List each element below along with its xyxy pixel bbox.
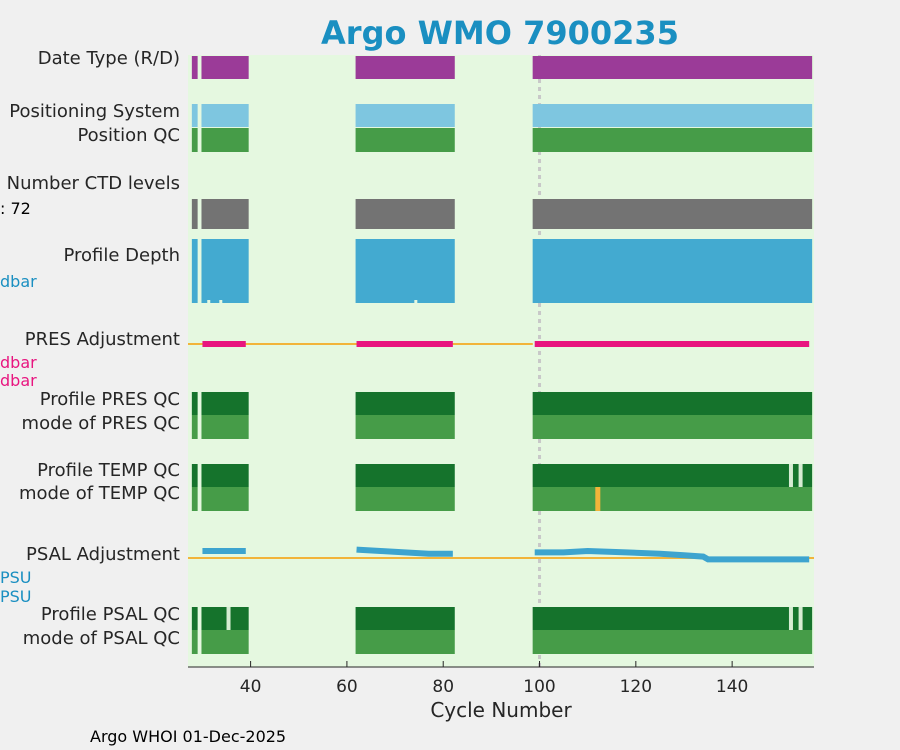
row-label-1: Positioning System xyxy=(9,101,180,122)
chart-title: Argo WMO 7900235 xyxy=(321,14,679,52)
psal-adj-line-2 xyxy=(534,547,810,563)
bar-row9-seg2 xyxy=(355,464,455,487)
bar-row12-top xyxy=(532,607,813,630)
bar-row13-seg0 xyxy=(191,630,198,654)
row-label-7: mode of PRES QC xyxy=(22,413,180,434)
bar-row10-top xyxy=(532,487,813,511)
temp-mode-flag-top xyxy=(595,487,601,511)
x-axis-ticks: 40 60 80 100 120 140 xyxy=(240,661,748,697)
bar-row4-top xyxy=(532,199,813,229)
row-label-2: Position QC xyxy=(77,125,180,146)
bar-row8-seg0 xyxy=(191,415,198,439)
bar-row12-seg2 xyxy=(355,607,455,630)
bar-row13-seg1 xyxy=(201,630,249,654)
row-label-4: Profile Depth xyxy=(63,245,180,266)
depth-notch-2-74 xyxy=(414,300,418,303)
bar-row7-seg2 xyxy=(355,392,455,415)
row-sub2-5: dbar xyxy=(0,371,37,390)
bar-row7-seg0 xyxy=(191,392,198,415)
row-sub-5: dbar xyxy=(0,353,37,372)
row-label-12: mode of PSAL QC xyxy=(23,628,180,649)
bar-row2-seg0 xyxy=(191,128,198,152)
footer-text: Argo WHOI 01-Dec-2025 xyxy=(90,727,286,746)
bar-row9-top xyxy=(532,464,813,487)
x-axis-label: Cycle Number xyxy=(430,698,572,722)
bar-row2-top xyxy=(532,128,813,152)
row-label-6: Profile PRES QC xyxy=(40,389,180,410)
row-label-0: Date Type (R/D) xyxy=(38,48,180,69)
bar-row13-top xyxy=(532,630,813,654)
bar-row0-seg2 xyxy=(355,56,455,79)
bar-row5-seg1 xyxy=(201,239,249,303)
bar-row7-top xyxy=(532,392,813,415)
bar-row12-seg0 xyxy=(191,607,198,630)
bar-row12-seg1 xyxy=(201,607,249,630)
row-label-11: Profile PSAL QC xyxy=(41,604,180,625)
bar-row8-seg1 xyxy=(201,415,249,439)
bar-row5-seg0 xyxy=(191,239,198,303)
x-tick-label-40: 40 xyxy=(240,677,262,697)
bar-row1-seg1 xyxy=(201,104,249,127)
bar-row4-seg0 xyxy=(191,199,198,229)
x-tick-label-120: 120 xyxy=(620,677,652,697)
row-label-5: PRES Adjustment xyxy=(25,329,180,350)
bar-row7-seg1 xyxy=(201,392,249,415)
row-labels: Date Type (R/D) Positioning System Positio… xyxy=(0,48,180,649)
bar-row0-seg0 xyxy=(191,56,198,79)
bar-row10-seg1 xyxy=(201,487,249,511)
x-tick-label-60: 60 xyxy=(336,677,358,697)
bar-row1-seg2 xyxy=(355,104,455,127)
bar-row9-seg1 xyxy=(201,464,249,487)
psal-qc-gap-top-0 xyxy=(788,607,793,630)
temp-qc-gap-top-0 xyxy=(788,464,793,487)
bar-row9-seg0 xyxy=(191,464,198,487)
temp-qc-gap-top-1 xyxy=(798,464,803,487)
row-sub2-10: PSU xyxy=(0,587,32,606)
row-label-3: Number CTD levels xyxy=(7,173,180,194)
bar-row8-seg2 xyxy=(355,415,455,439)
row-label-10: PSAL Adjustment xyxy=(26,544,180,565)
depth-notch-1-40 xyxy=(250,300,254,303)
row-sub-4: dbar xyxy=(0,272,37,291)
depth-notch-0-33.5 xyxy=(219,300,223,303)
x-tick-label-80: 80 xyxy=(432,677,454,697)
bar-row10-seg2 xyxy=(355,487,455,511)
bar-row5-top xyxy=(532,239,813,303)
x-tick-label-100: 100 xyxy=(523,677,555,697)
plot-area xyxy=(188,55,814,667)
bar-row0-top xyxy=(532,56,813,79)
bar-row1-seg0 xyxy=(191,104,198,127)
bar-row2-seg2 xyxy=(355,128,455,152)
depth-notch-0-31 xyxy=(207,300,211,303)
psal-qc-gap-0 xyxy=(226,607,231,630)
bar-row0-seg1 xyxy=(201,56,249,79)
row-sub-3: : 72 xyxy=(0,199,31,218)
chart-marks xyxy=(188,55,814,667)
bar-row2-seg1 xyxy=(201,128,249,152)
bar-row5-seg2 xyxy=(355,239,455,303)
row-sub-10: PSU xyxy=(0,568,32,587)
bar-row13-seg2 xyxy=(355,630,455,654)
row-label-8: Profile TEMP QC xyxy=(37,460,180,481)
row-label-9: mode of TEMP QC xyxy=(19,483,180,504)
bar-row10-seg0 xyxy=(191,487,198,511)
psal-adj-line-1 xyxy=(356,546,453,557)
bar-row4-seg2 xyxy=(355,199,455,229)
psal-qc-gap-top-1 xyxy=(798,607,803,630)
bar-row1-top xyxy=(532,104,813,127)
bar-row8-top xyxy=(532,415,813,439)
x-tick-label-140: 140 xyxy=(716,677,748,697)
bar-row4-seg1 xyxy=(201,199,249,229)
